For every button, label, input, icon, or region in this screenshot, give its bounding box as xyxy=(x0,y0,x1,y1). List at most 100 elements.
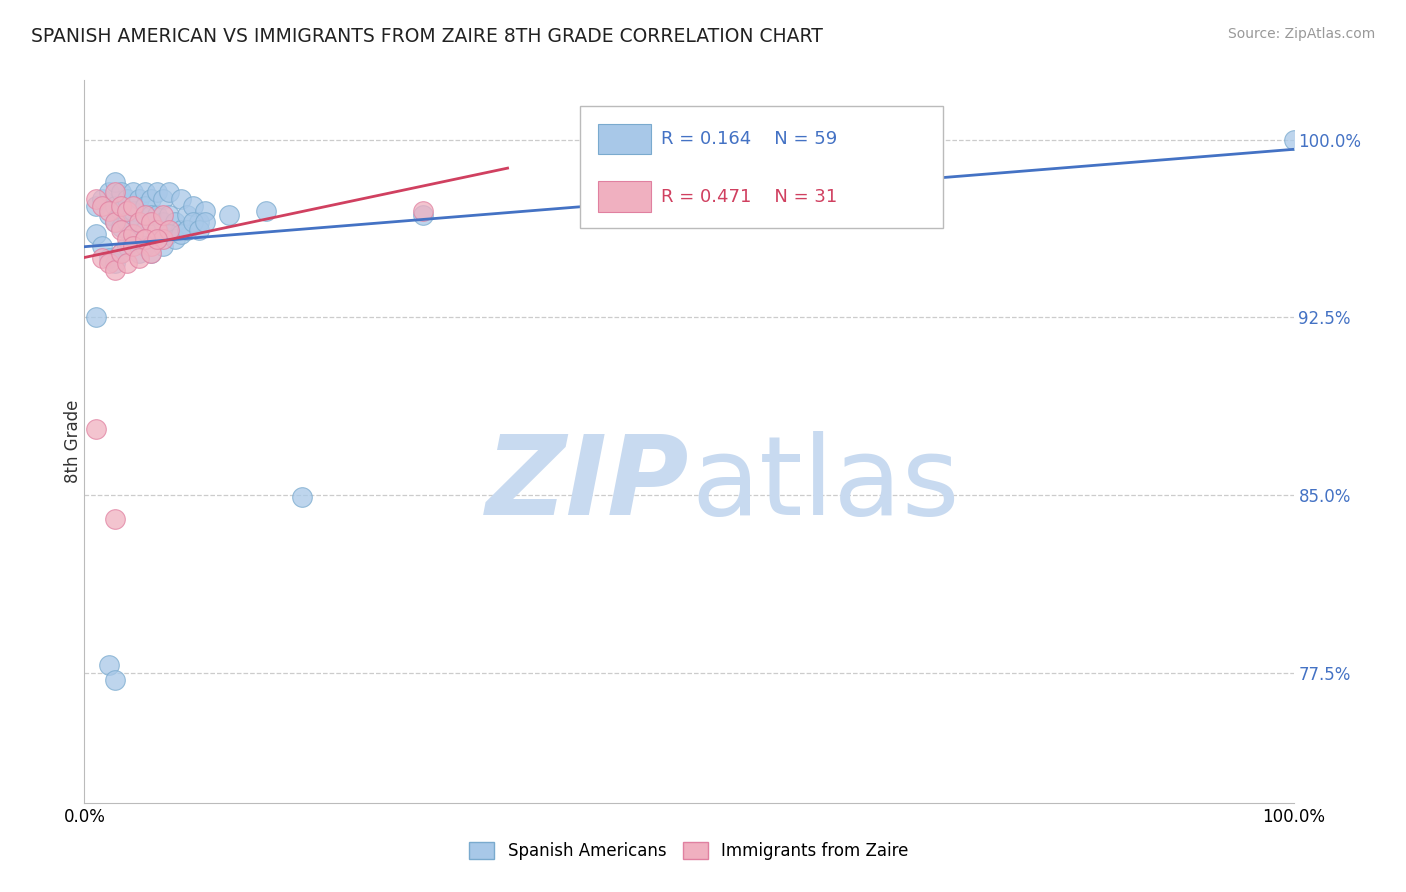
Point xyxy=(152,239,174,253)
Text: Source: ZipAtlas.com: Source: ZipAtlas.com xyxy=(1227,27,1375,41)
Point xyxy=(121,239,143,253)
FancyBboxPatch shape xyxy=(599,124,651,154)
Point xyxy=(134,208,156,222)
Point xyxy=(104,215,127,229)
Point xyxy=(702,199,724,213)
Point xyxy=(86,199,108,213)
Point xyxy=(115,192,138,206)
Point xyxy=(134,232,156,246)
Point xyxy=(152,192,174,206)
Point xyxy=(86,310,108,325)
Point xyxy=(165,232,187,246)
Point xyxy=(121,185,143,199)
Point xyxy=(170,192,193,206)
FancyBboxPatch shape xyxy=(599,181,651,211)
Legend: Spanish Americans, Immigrants from Zaire: Spanish Americans, Immigrants from Zaire xyxy=(463,835,915,867)
Point xyxy=(97,251,120,265)
Point xyxy=(139,239,162,253)
Point xyxy=(139,192,162,206)
Point xyxy=(412,203,434,218)
Point xyxy=(134,185,156,199)
Point xyxy=(104,511,127,525)
Point xyxy=(134,199,156,213)
Point xyxy=(91,251,114,265)
Point xyxy=(121,199,143,213)
Point xyxy=(121,203,143,218)
Point xyxy=(110,220,132,235)
Point xyxy=(181,199,204,213)
Point xyxy=(110,185,132,199)
Point xyxy=(218,208,240,222)
Point xyxy=(115,239,138,253)
Point xyxy=(91,192,114,206)
Point xyxy=(157,222,180,236)
Text: R = 0.164    N = 59: R = 0.164 N = 59 xyxy=(661,130,838,148)
Point xyxy=(97,658,120,673)
Y-axis label: 8th Grade: 8th Grade xyxy=(65,400,82,483)
Point xyxy=(115,203,138,218)
Text: ZIP: ZIP xyxy=(485,432,689,539)
Point xyxy=(412,208,434,222)
Point xyxy=(86,192,108,206)
Point xyxy=(128,246,150,260)
Point xyxy=(134,232,156,246)
Point xyxy=(115,255,138,269)
Point xyxy=(139,246,162,260)
Point xyxy=(194,215,217,229)
Point xyxy=(170,227,193,242)
Point xyxy=(104,185,127,199)
Point xyxy=(121,227,143,242)
Point xyxy=(110,199,132,213)
Point xyxy=(110,246,132,260)
Point xyxy=(170,222,193,236)
Point xyxy=(86,227,108,242)
Point xyxy=(104,262,127,277)
Point xyxy=(134,222,156,236)
Point xyxy=(104,199,127,213)
Point xyxy=(110,222,132,236)
Point xyxy=(139,246,162,260)
Point xyxy=(152,208,174,222)
Point xyxy=(157,227,180,242)
Point xyxy=(188,215,211,229)
Point xyxy=(121,232,143,246)
Point xyxy=(139,208,162,222)
Point xyxy=(104,175,127,189)
Point xyxy=(91,239,114,253)
Point xyxy=(128,192,150,206)
Point xyxy=(181,215,204,229)
FancyBboxPatch shape xyxy=(581,105,943,228)
Point xyxy=(146,232,169,246)
Point xyxy=(104,215,127,229)
Point xyxy=(139,215,162,229)
Point xyxy=(128,215,150,229)
Point xyxy=(104,673,127,687)
Point xyxy=(152,215,174,229)
Point xyxy=(188,222,211,236)
Text: R = 0.471    N = 31: R = 0.471 N = 31 xyxy=(661,187,838,205)
Point xyxy=(97,203,120,218)
Text: SPANISH AMERICAN VS IMMIGRANTS FROM ZAIRE 8TH GRADE CORRELATION CHART: SPANISH AMERICAN VS IMMIGRANTS FROM ZAIR… xyxy=(31,27,823,45)
Point xyxy=(115,232,138,246)
Text: atlas: atlas xyxy=(692,432,960,539)
Point xyxy=(157,185,180,199)
Point xyxy=(165,215,187,229)
Point xyxy=(86,421,108,435)
Point xyxy=(128,251,150,265)
Point xyxy=(128,215,150,229)
Point xyxy=(115,215,138,229)
Point xyxy=(291,490,314,504)
Point xyxy=(152,232,174,246)
Point xyxy=(97,185,120,199)
Point xyxy=(97,208,120,222)
Point xyxy=(254,203,277,218)
Point xyxy=(97,255,120,269)
Point xyxy=(146,222,169,236)
Point xyxy=(146,185,169,199)
Point xyxy=(146,208,169,222)
Point xyxy=(176,222,198,236)
Point xyxy=(134,239,156,253)
Point xyxy=(110,203,132,218)
Point xyxy=(194,203,217,218)
Point xyxy=(110,246,132,260)
